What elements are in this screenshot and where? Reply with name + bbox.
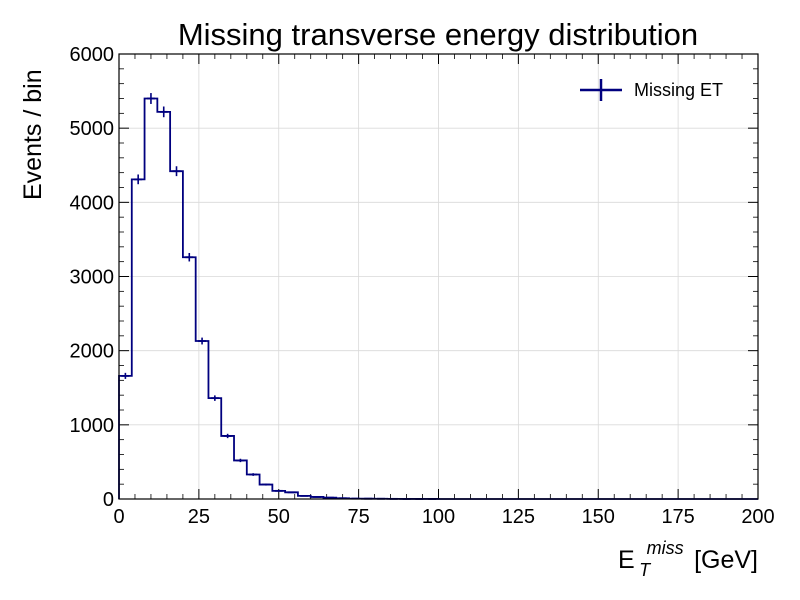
histogram-bin bbox=[159, 106, 168, 118]
histogram-bin bbox=[325, 496, 334, 499]
histogram-bin bbox=[172, 166, 181, 177]
y-tick-labels: 0 1000 2000 3000 4000 5000 6000 bbox=[70, 44, 115, 511]
histogram-bin bbox=[223, 433, 232, 439]
histogram-bin bbox=[185, 252, 194, 262]
y-tick-label: 4000 bbox=[70, 192, 115, 214]
y-tick-label: 3000 bbox=[70, 267, 115, 289]
x-axis-label-subscript: T bbox=[639, 560, 652, 580]
chart-title: Missing transverse energy distribution bbox=[178, 17, 698, 52]
legend: Missing ET bbox=[580, 79, 723, 101]
histogram-bin bbox=[313, 496, 322, 498]
histogram-bin bbox=[146, 93, 155, 104]
x-tick-label: 100 bbox=[422, 506, 455, 528]
histogram-bin bbox=[261, 483, 270, 486]
x-tick-label: 200 bbox=[741, 506, 774, 528]
y-tick-label: 1000 bbox=[70, 415, 115, 437]
histogram-bin bbox=[300, 494, 309, 497]
histogram-bin bbox=[274, 489, 283, 492]
x-axis-label-unit: [GeV] bbox=[694, 546, 758, 574]
legend-label: Missing ET bbox=[634, 80, 723, 100]
x-axis-label-main: E bbox=[618, 546, 635, 574]
x-axis-label: E T miss [GeV] bbox=[618, 538, 758, 580]
histogram-bin bbox=[236, 458, 245, 463]
x-tick-labels: 0 25 50 75 100 125 150 175 200 bbox=[113, 506, 774, 528]
histogram-bin bbox=[121, 372, 130, 379]
histogram-bin bbox=[134, 174, 143, 185]
x-tick-label: 25 bbox=[188, 506, 210, 528]
y-tick-label: 2000 bbox=[70, 341, 115, 363]
histogram-bin bbox=[198, 337, 207, 345]
x-tick-label: 125 bbox=[502, 506, 535, 528]
x-tick-label: 150 bbox=[582, 506, 615, 528]
x-axis-label-superscript: miss bbox=[647, 538, 684, 558]
histogram-bin bbox=[249, 473, 258, 476]
plot-frame bbox=[118, 53, 759, 500]
x-tick-label: 0 bbox=[113, 506, 124, 528]
y-tick-label: 6000 bbox=[70, 44, 115, 66]
histogram-bin bbox=[287, 491, 296, 494]
y-tick-label: 0 bbox=[103, 489, 114, 511]
x-tick-label: 50 bbox=[268, 506, 290, 528]
histogram-bin bbox=[210, 395, 219, 401]
y-tick-label: 5000 bbox=[70, 118, 115, 140]
y-axis-label: Events / bin bbox=[19, 69, 47, 200]
x-tick-label: 175 bbox=[661, 506, 694, 528]
x-tick-label: 75 bbox=[348, 506, 370, 528]
grid bbox=[118, 53, 759, 500]
